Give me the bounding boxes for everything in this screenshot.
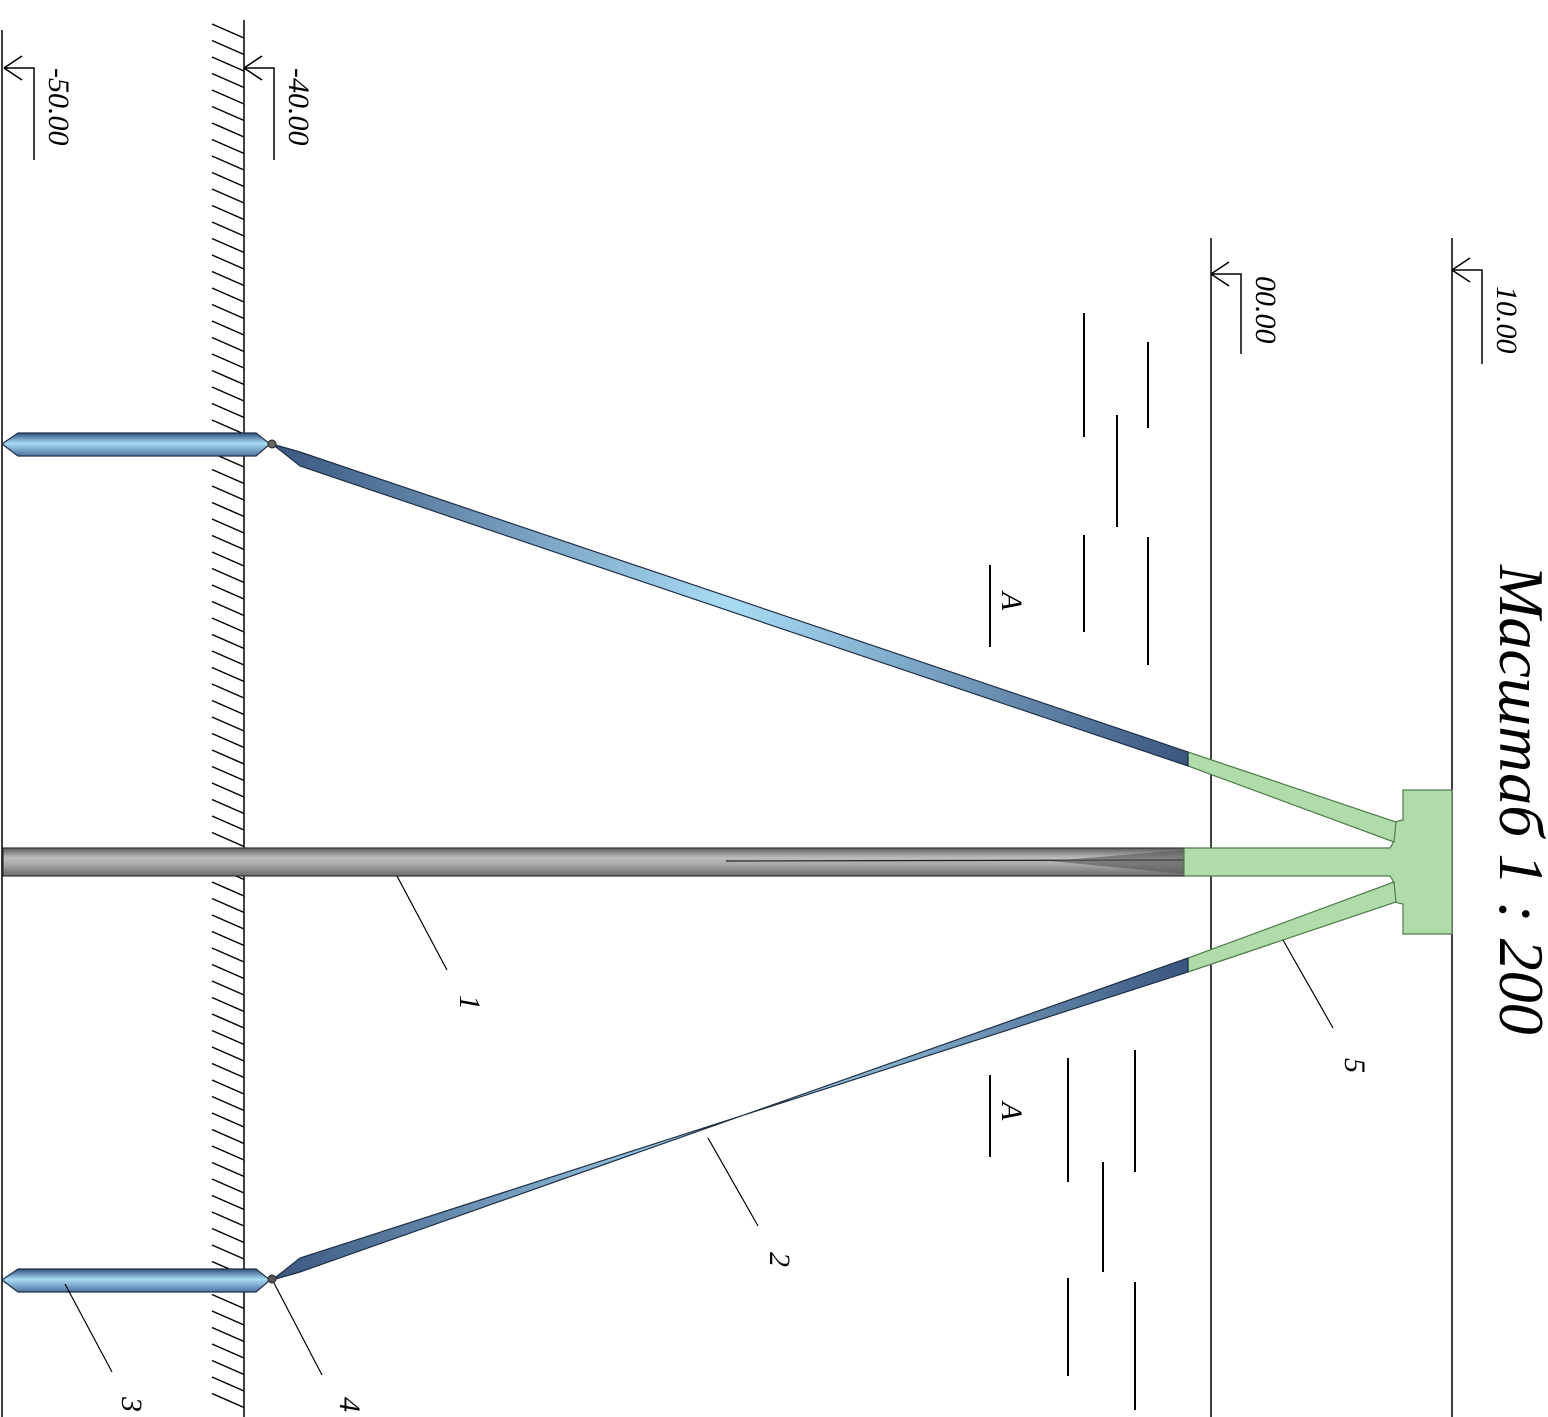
upper-tendon-connector — [1187, 751, 1397, 843]
pile-shading — [1050, 850, 1184, 874]
section-mark-upper: A — [995, 590, 1028, 611]
elevation-marker-00 — [1210, 261, 1242, 354]
callout-2: 2 — [763, 1252, 796, 1267]
elevation-label-10: 10.00 — [1490, 286, 1523, 354]
callout-4: 4 — [333, 1397, 366, 1412]
water-dashes — [1067, 313, 1149, 1410]
seabed-hatching — [211, 23, 245, 1409]
lower-hinge-joint — [267, 1274, 277, 1284]
upper-hinge-joint — [267, 439, 277, 449]
callout-1: 1 — [453, 995, 486, 1010]
central-pile — [2, 847, 1185, 877]
elevation-label-00: 00.00 — [1249, 276, 1282, 344]
scale-label: Масштаб 1 : 200 — [1486, 564, 1548, 1035]
lower-anchor-pile — [0, 1268, 271, 1293]
elevation-label-minus-40: -40.00 — [282, 68, 315, 146]
callout-5: 5 — [1338, 1058, 1371, 1073]
upper-tendon — [271, 443, 1189, 767]
callout-leaders — [64, 875, 1334, 1376]
elevation-marker-minus-50 — [3, 55, 35, 160]
section-mark-lower: A — [995, 1100, 1028, 1121]
callout-3: 3 — [115, 1396, 148, 1412]
lower-tendon — [271, 957, 1189, 1281]
upper-anchor-pile — [0, 432, 271, 457]
elevation-marker-10 — [1451, 257, 1483, 364]
elevation-marker-minus-40 — [243, 55, 275, 160]
elevation-label-minus-50: -50.00 — [42, 68, 75, 146]
lower-tendon-connector — [1187, 881, 1397, 973]
